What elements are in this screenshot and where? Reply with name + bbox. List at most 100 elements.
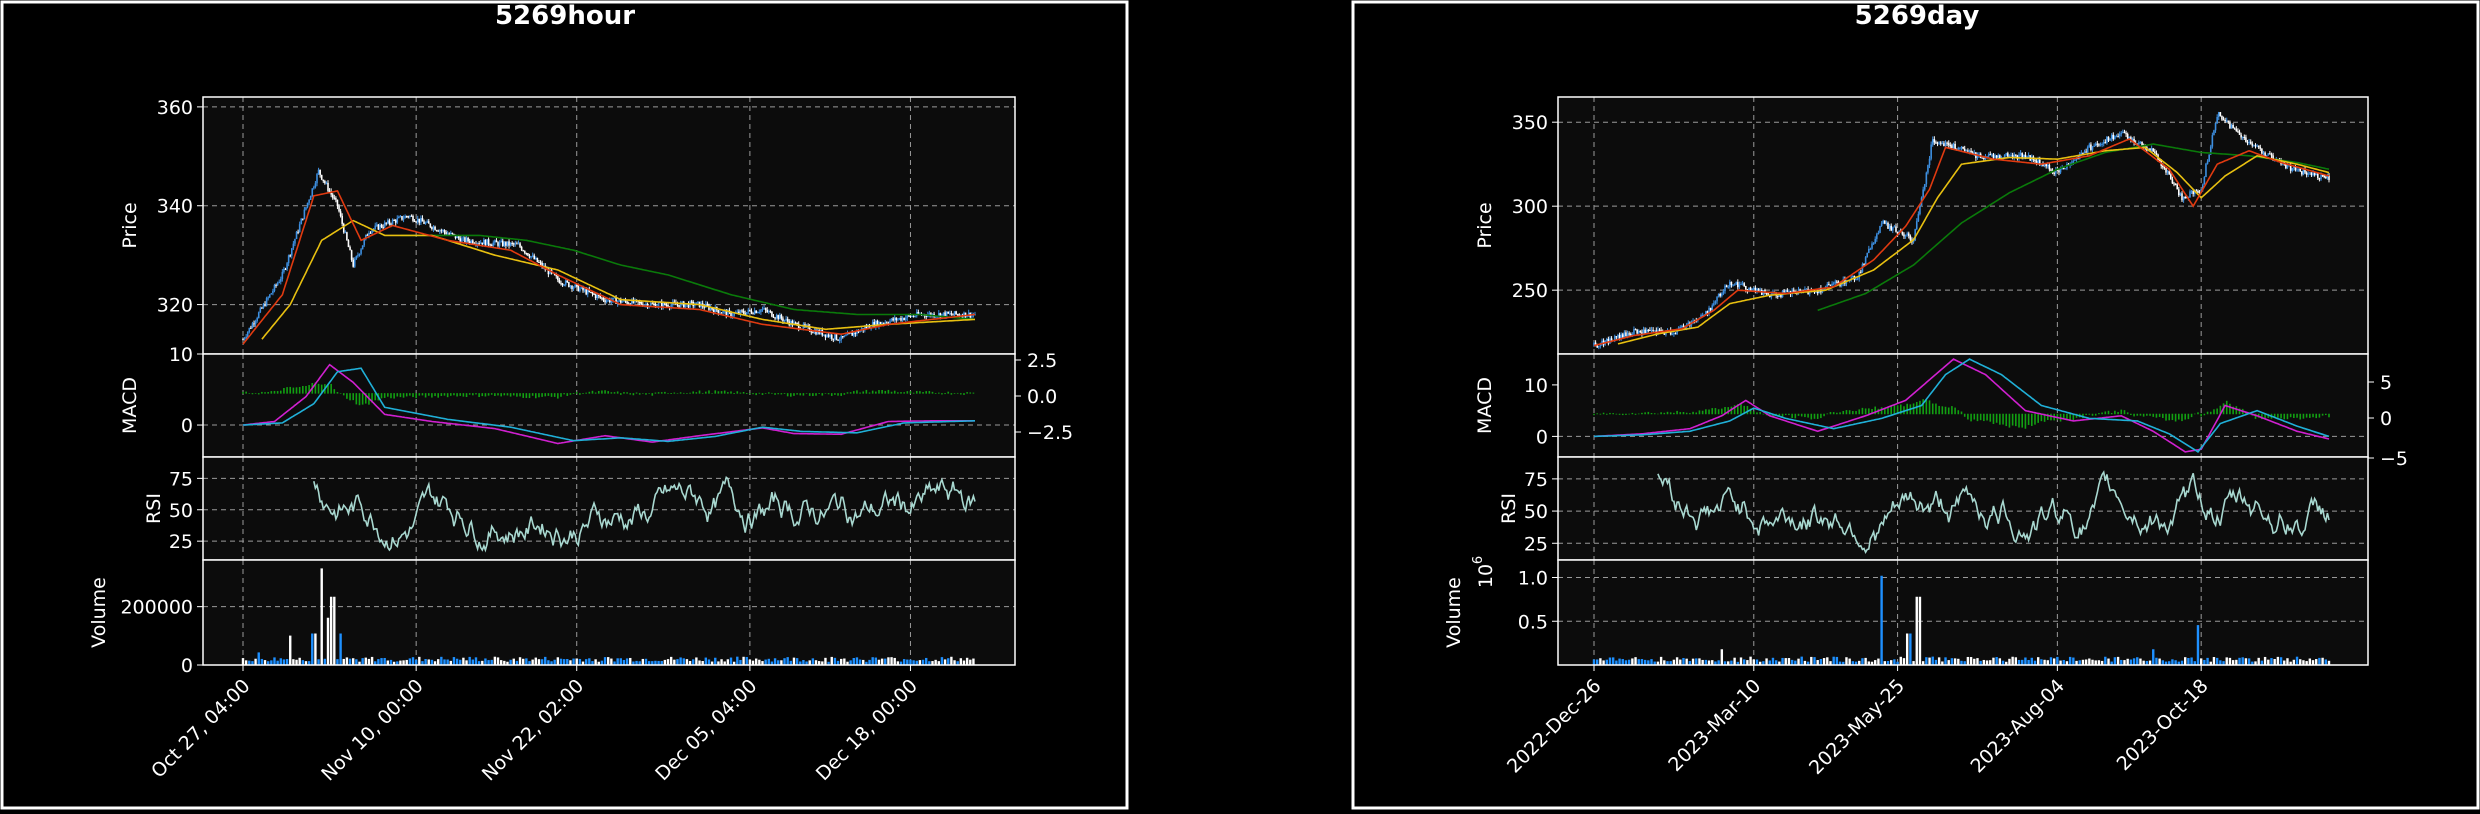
volume-bar xyxy=(1886,660,1890,665)
volume-bar xyxy=(1893,659,1896,665)
candle-body xyxy=(708,305,710,310)
candle-body xyxy=(2209,146,2212,155)
candle-body xyxy=(651,303,654,305)
volume-bar xyxy=(2260,660,2264,665)
macd-bar xyxy=(1919,400,1921,415)
volume-bar xyxy=(572,658,575,665)
candle-body xyxy=(2189,191,2191,198)
candle-body xyxy=(2118,133,2121,137)
candle-body xyxy=(722,310,724,313)
candle-body xyxy=(808,326,811,332)
candle-body xyxy=(264,304,266,306)
macd-bar xyxy=(478,393,480,398)
candle-body xyxy=(2155,152,2158,155)
candle-body xyxy=(1596,345,1598,348)
candle-body xyxy=(1959,147,1961,149)
candle-body xyxy=(2003,154,2006,158)
candle-body xyxy=(906,315,909,318)
candle-body xyxy=(302,218,304,220)
candle-body xyxy=(2046,164,2049,167)
candle-body xyxy=(379,224,381,230)
volume-bar xyxy=(1966,656,1970,665)
volume-bar xyxy=(1733,657,1736,665)
candle-body xyxy=(560,283,562,285)
macd-bar xyxy=(1973,413,1976,420)
volume-bar xyxy=(405,659,408,665)
macd-bar xyxy=(601,390,603,394)
volume-bar xyxy=(2110,661,2113,665)
candle-body xyxy=(1868,248,1870,253)
candle-body xyxy=(1943,143,1945,147)
candle-body xyxy=(512,243,515,245)
macd-bar xyxy=(777,393,780,395)
candle-body xyxy=(1719,293,1722,296)
volume-bar xyxy=(254,658,257,665)
candle-body xyxy=(579,288,581,292)
volume-bar xyxy=(622,659,626,665)
candle-body xyxy=(824,334,827,338)
candle-body xyxy=(404,216,406,219)
rsi-axes-bg xyxy=(203,457,1015,560)
volume-bar xyxy=(972,658,975,665)
volume-bar xyxy=(1627,659,1631,665)
candle-body xyxy=(2237,131,2239,133)
volume-bar xyxy=(537,659,541,665)
volume-bar xyxy=(912,660,915,665)
candle-body xyxy=(1826,284,1829,287)
candle-body xyxy=(1642,329,1645,335)
volume-bar xyxy=(931,661,934,665)
volume-bar xyxy=(575,658,578,665)
macd-bar xyxy=(1698,410,1701,415)
volume-bar xyxy=(1608,657,1612,665)
candle-body xyxy=(2005,153,2008,155)
macd-bar xyxy=(966,392,968,394)
volume-bar xyxy=(1800,656,1803,665)
macd-bar xyxy=(2197,412,2199,415)
candle-body xyxy=(2062,167,2065,169)
macd-bar xyxy=(1759,411,1761,415)
volume-bar xyxy=(377,659,380,665)
candle-body xyxy=(429,223,432,228)
macd-bar xyxy=(1692,411,1694,415)
volume-bar xyxy=(358,661,361,665)
candle-body xyxy=(2213,130,2215,136)
macd-bar xyxy=(1941,406,1944,415)
candle-body xyxy=(459,238,462,243)
candle-body xyxy=(1799,289,1801,292)
candle-body xyxy=(468,241,471,244)
volume-bar xyxy=(707,659,711,665)
macd-bar xyxy=(827,393,830,395)
volume-bar xyxy=(484,658,487,665)
candle-body xyxy=(1705,311,1707,315)
candle-body xyxy=(481,242,484,245)
macd-bar xyxy=(2286,413,2289,420)
candle-body xyxy=(939,313,942,318)
volume-bar xyxy=(594,659,597,665)
candle-body xyxy=(457,236,460,239)
candle-body xyxy=(952,314,954,316)
macd-bar xyxy=(2229,403,2231,415)
candle-body xyxy=(640,302,643,305)
macd-bar xyxy=(535,393,537,399)
volume-bar xyxy=(2196,625,2200,665)
volume-bar xyxy=(1998,658,2002,665)
candle-body xyxy=(426,221,428,223)
macd-bar xyxy=(582,393,584,394)
candle-body xyxy=(1931,139,1934,145)
candle-body xyxy=(956,314,959,316)
candle-body xyxy=(390,223,392,225)
candle-body xyxy=(660,302,663,308)
macd-bar xyxy=(657,392,660,394)
candle-body xyxy=(314,183,317,188)
macd-bar xyxy=(1679,412,1682,415)
candle-body xyxy=(1989,154,1992,156)
volume-bar xyxy=(402,660,405,665)
volume-bar xyxy=(2059,660,2062,665)
volume-bar xyxy=(462,657,465,665)
macd-bar xyxy=(418,393,421,396)
volume-bar xyxy=(1989,660,1992,665)
macd-bar xyxy=(254,392,257,394)
macd-bar xyxy=(1979,413,1982,421)
volume-bar xyxy=(2139,658,2142,665)
